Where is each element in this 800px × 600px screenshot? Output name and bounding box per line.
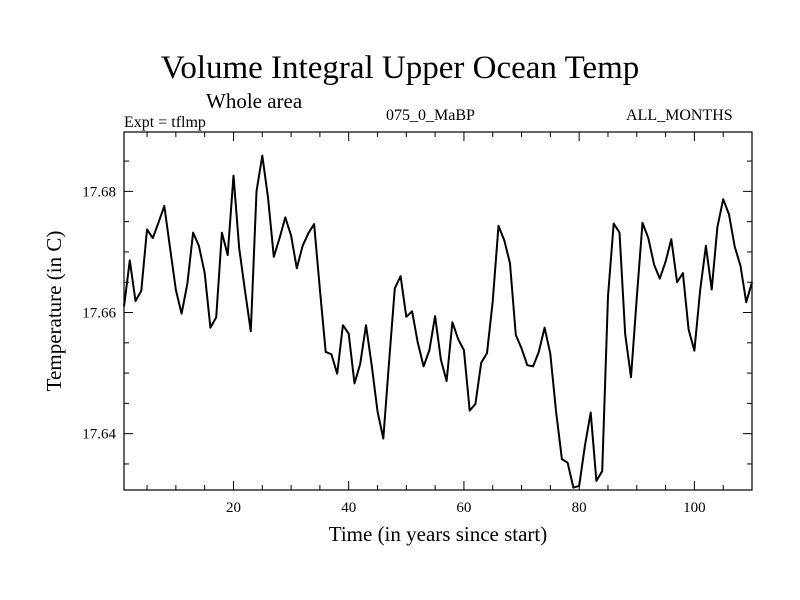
axis-tick-labels: 20 40 60 80 100 17.64 17.66 17.68 <box>82 184 705 516</box>
y-tick-label: 17.66 <box>82 306 116 322</box>
series-layer <box>123 154 753 489</box>
x-axis-label: Time (in years since start) <box>329 522 548 546</box>
y-tick-label: 17.64 <box>82 427 116 443</box>
series-line <box>123 154 753 489</box>
axis-ticks <box>124 132 753 490</box>
y-axis-label: Temperature (in C) <box>42 231 66 392</box>
run-id-label: 075_0_MaBP <box>386 107 475 124</box>
experiment-label: Expt = tflmp <box>124 114 206 131</box>
x-tick-label: 40 <box>341 500 356 516</box>
chart-title: Volume Integral Upper Ocean Temp <box>160 50 640 86</box>
x-tick-label: 100 <box>683 500 706 516</box>
x-tick-label: 80 <box>572 500 587 516</box>
y-tick-label: 17.68 <box>82 184 116 200</box>
chart-subtitle: Whole area <box>206 89 303 113</box>
months-label: ALL_MONTHS <box>626 107 733 124</box>
x-tick-label: 60 <box>456 500 471 516</box>
x-tick-label: 20 <box>226 500 241 516</box>
plot-frame <box>123 131 753 491</box>
